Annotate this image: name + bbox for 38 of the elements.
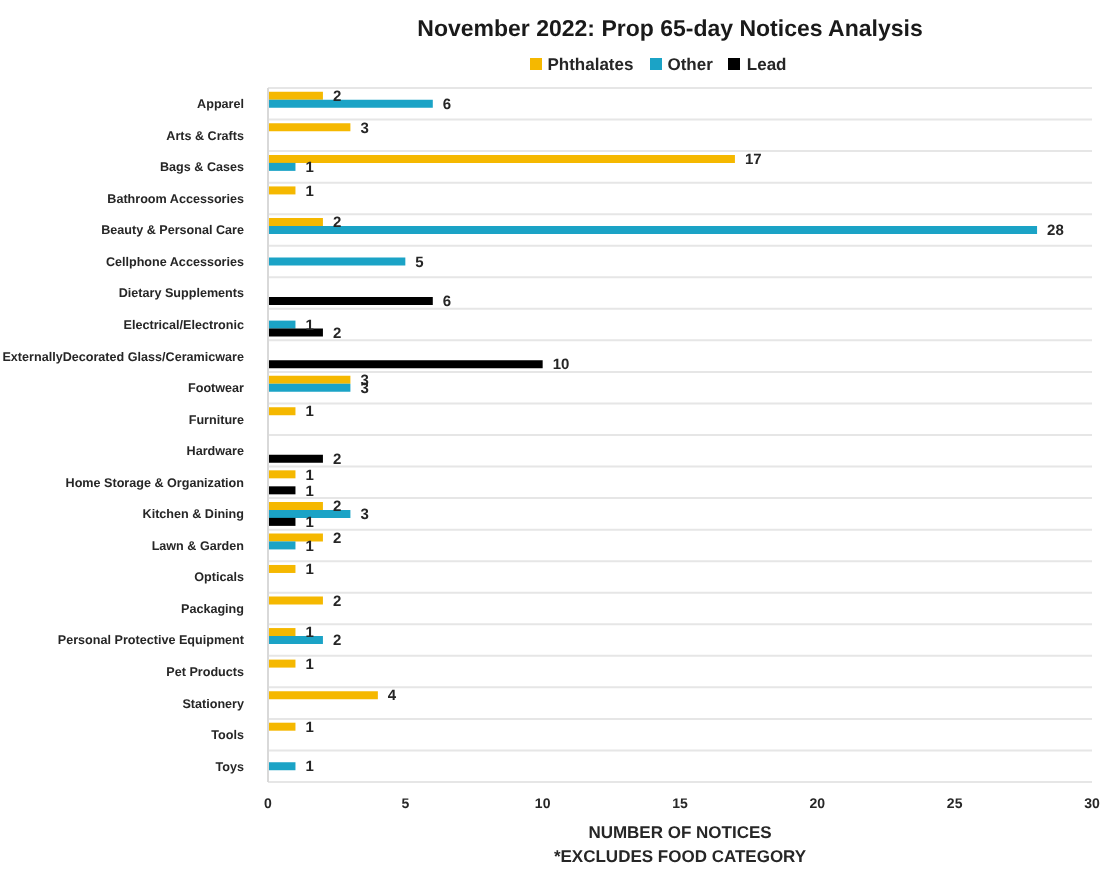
bar	[268, 257, 406, 266]
bar	[268, 501, 323, 510]
bar	[268, 123, 351, 132]
bar	[268, 225, 1038, 234]
bar	[268, 486, 296, 495]
text: *EXCLUDES FOOD CATEGORY	[551, 844, 809, 870]
bar	[268, 533, 323, 542]
bar	[268, 217, 323, 226]
bar	[268, 297, 433, 306]
bar	[268, 320, 296, 329]
bar	[268, 99, 433, 108]
chart-title: November 2022: Prop 65-day Notices Analysis	[415, 16, 925, 46]
bar	[268, 722, 296, 731]
bar	[268, 154, 735, 163]
bar	[268, 186, 296, 195]
bar	[268, 636, 323, 645]
bar	[268, 762, 296, 771]
bar	[268, 407, 296, 416]
bar	[268, 628, 296, 637]
bar	[268, 691, 378, 700]
bar	[268, 375, 351, 384]
bar	[268, 454, 323, 463]
legend-label: Phthalates	[547, 54, 634, 74]
legend-label: Lead	[746, 54, 787, 74]
bar	[268, 383, 351, 392]
bar	[268, 509, 351, 518]
bar	[268, 596, 323, 605]
x-axis-title: NUMBER OF NOTICES	[588, 822, 773, 842]
bar	[268, 162, 296, 171]
bar	[268, 91, 323, 100]
bar	[268, 659, 296, 668]
bar	[268, 564, 296, 573]
legend-label: Other	[667, 54, 713, 74]
bar	[268, 517, 296, 526]
bar	[268, 360, 543, 369]
bar	[268, 328, 323, 337]
bar	[268, 470, 296, 479]
bar	[268, 541, 296, 550]
